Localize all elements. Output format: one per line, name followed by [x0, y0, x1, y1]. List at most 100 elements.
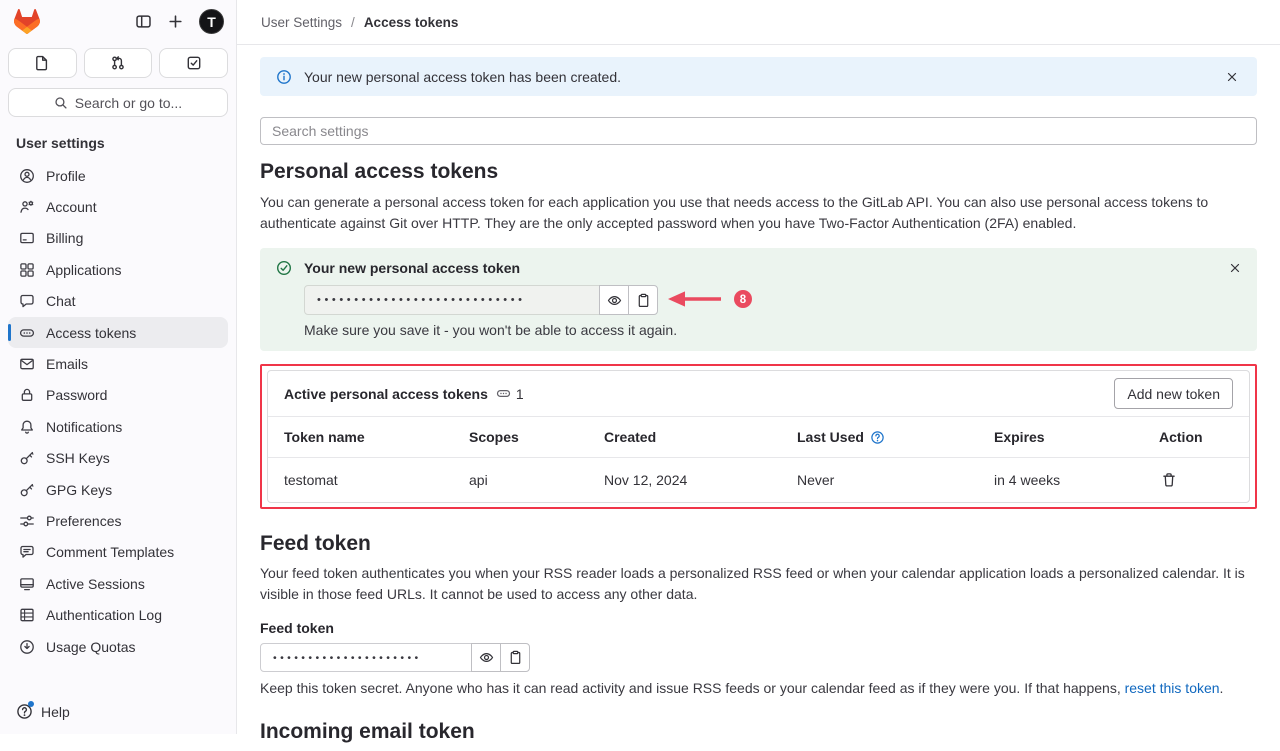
sidebar-item-access-tokens[interactable]: Access tokens — [8, 316, 228, 349]
incoming-email-token-title: Incoming email token — [260, 720, 475, 743]
save-token-note: Make sure you save it - you won't be abl… — [304, 322, 678, 338]
col-token-name: Token name — [268, 416, 453, 458]
token-count: 1 — [515, 385, 524, 402]
new-token-panel-close-button[interactable] — [1226, 259, 1244, 277]
breadcrumb-separator: / — [351, 14, 355, 30]
billing-icon — [19, 230, 35, 246]
merge-requests-shortcut-button[interactable] — [83, 48, 153, 78]
sidebar-item-emails[interactable]: Emails — [8, 348, 228, 379]
reveal-token-button[interactable] — [599, 285, 629, 315]
main-area: User Settings / Access tokens Your new p… — [237, 0, 1280, 743]
new-token-panel-title: Your new personal access token — [304, 260, 521, 276]
trash-icon — [1161, 472, 1177, 488]
col-action: Action — [1143, 416, 1249, 458]
active-tokens-card: Active personal access tokens 1 Add new … — [267, 370, 1250, 503]
chat-icon — [19, 293, 35, 309]
pat-description: You can generate a personal access token… — [260, 194, 1209, 231]
annotation-arrow-badge: 8 — [663, 288, 755, 313]
reset-token-link[interactable]: reset this token — [1124, 680, 1220, 696]
sidebar-item-billing[interactable]: Billing — [8, 223, 228, 254]
new-token-field[interactable]: •••••••••••••••••••••••••••• — [304, 285, 600, 315]
sidebar-shortcuts — [0, 41, 236, 78]
active-sessions-monitor-icon — [19, 576, 35, 592]
sidebar-item-account[interactable]: Account — [8, 191, 228, 222]
sidebar-item-usage-quotas[interactable]: Usage Quotas — [8, 631, 228, 662]
applications-icon — [19, 262, 35, 278]
profile-icon — [19, 168, 35, 184]
usage-quotas-icon — [19, 639, 35, 655]
eye-icon — [607, 293, 622, 308]
breadcrumb: User Settings / Access tokens — [237, 0, 1280, 45]
table-header-row: Token name Scopes Created Last Used — [268, 416, 1249, 458]
feed-token-title: Feed token — [260, 532, 371, 555]
table-row: testomat api Nov 12, 2024 Never in 4 wee… — [268, 458, 1249, 503]
info-icon — [276, 69, 292, 85]
col-created: Created — [588, 416, 781, 458]
merge-request-icon — [110, 55, 126, 71]
check-circle-icon — [276, 260, 292, 276]
sidebar: T Search or g — [0, 0, 237, 734]
help-notification-dot — [28, 701, 34, 707]
sidebar-top-bar: T — [0, 0, 236, 41]
feed-token-description: Your feed token authenticates you when y… — [260, 565, 1245, 602]
global-search-placeholder: Search or go to... — [74, 94, 183, 111]
search-icon — [54, 96, 68, 110]
sidebar-item-active-sessions[interactable]: Active Sessions — [8, 568, 228, 599]
sidebar-item-gpg-keys[interactable]: GPG Keys — [8, 474, 228, 505]
global-search-input[interactable]: Search or go to... — [8, 88, 228, 117]
create-new-button[interactable] — [167, 13, 184, 30]
feed-copy-button[interactable] — [500, 643, 530, 672]
revoke-token-button[interactable] — [1159, 470, 1179, 490]
authentication-log-icon — [19, 607, 35, 623]
feed-token-note: Keep this token secret. Anyone who has i… — [260, 680, 1224, 696]
access-tokens-icon — [19, 325, 35, 341]
sidebar-item-preferences[interactable]: Preferences — [8, 505, 228, 536]
cell-token-name: testomat — [284, 472, 338, 488]
sidebar-item-ssh-keys[interactable]: SSH Keys — [8, 443, 228, 474]
new-token-panel: Your new personal access token •••••••••… — [260, 248, 1257, 351]
help-question-icon[interactable] — [870, 430, 885, 445]
breadcrumb-user-settings[interactable]: User Settings — [261, 14, 343, 30]
gpg-keys-icon — [19, 482, 35, 498]
token-count-icon — [496, 386, 511, 401]
user-avatar[interactable]: T — [199, 9, 224, 34]
help-button[interactable]: Help — [0, 691, 236, 734]
info-banner: Your new personal access token has been … — [260, 57, 1257, 96]
eye-icon — [479, 650, 494, 665]
issues-shortcut-button[interactable] — [8, 48, 77, 78]
col-last-used: Last Used — [781, 416, 978, 458]
content-area: Your new personal access token has been … — [237, 45, 1280, 751]
cell-last-used: Never — [797, 472, 835, 488]
feed-reveal-button[interactable] — [471, 643, 501, 672]
sidebar-nav: Profile Account Billing Applications Cha… — [0, 160, 236, 662]
col-expires: Expires — [978, 416, 1143, 458]
page-title: Personal access tokens — [260, 160, 499, 183]
info-banner-close-button[interactable] — [1223, 68, 1241, 86]
cell-created: Nov 12, 2024 — [604, 472, 688, 488]
copy-token-button[interactable] — [628, 285, 658, 315]
sidebar-item-notifications[interactable]: Notifications — [8, 411, 228, 442]
avatar-letter: T — [207, 13, 216, 30]
breadcrumb-access-tokens: Access tokens — [363, 14, 459, 30]
todo-shortcut-button[interactable] — [159, 48, 229, 78]
sidebar-item-comment-templates[interactable]: Comment Templates — [8, 537, 228, 568]
cell-expires: in 4 weeks — [994, 472, 1061, 488]
add-new-token-button[interactable]: Add new token — [1114, 378, 1233, 409]
sidebar-item-authentication-log[interactable]: Authentication Log — [8, 599, 228, 630]
comment-templates-icon — [19, 544, 35, 560]
sidebar-item-chat[interactable]: Chat — [8, 286, 228, 317]
sidebar-item-profile[interactable]: Profile — [8, 160, 228, 191]
ssh-keys-icon — [19, 450, 35, 466]
sidebar-toggle-button[interactable] — [135, 13, 152, 30]
sidebar-item-applications[interactable]: Applications — [8, 254, 228, 285]
sidebar-item-password[interactable]: Password — [8, 380, 228, 411]
issues-icon — [34, 55, 50, 71]
plus-icon — [167, 13, 184, 30]
settings-search-input[interactable] — [260, 117, 1257, 145]
help-icon — [16, 701, 34, 720]
feed-token-field[interactable]: ••••••••••••••••••••• — [260, 643, 472, 672]
active-tokens-title: Active personal access tokens — [284, 385, 488, 402]
gitlab-logo-icon[interactable] — [14, 9, 40, 34]
account-icon — [19, 199, 35, 215]
clipboard-copy-icon — [508, 650, 523, 665]
